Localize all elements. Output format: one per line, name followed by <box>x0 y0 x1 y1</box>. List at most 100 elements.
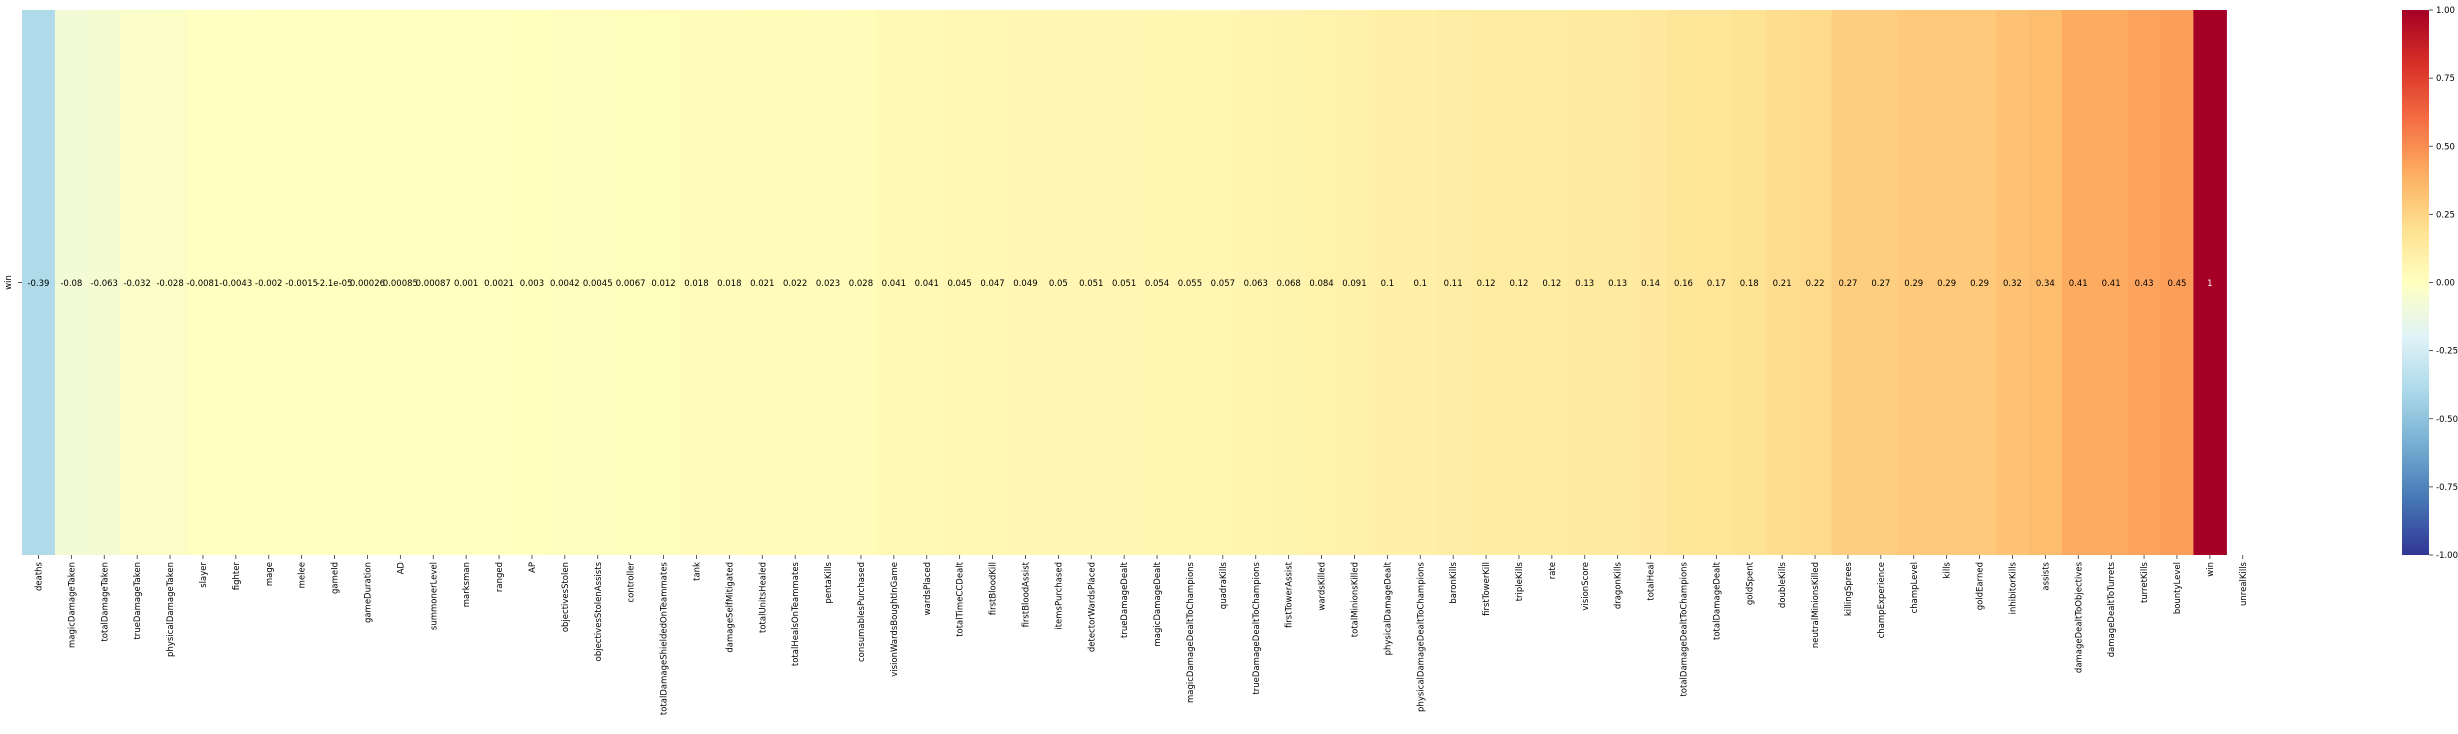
heatmap-cell-firstBloodKill <box>976 10 1010 555</box>
x-tick-label-unrealKills: unrealKills <box>2239 561 2249 606</box>
cell-value-label-champExperience: 0.27 <box>1871 279 1890 289</box>
cell-value-label-gameDuration: 0.00026 <box>350 279 385 289</box>
heatmap-cell-visionWardsBoughtInGame <box>877 10 911 555</box>
x-tick-label-objectivesStolenAssists: objectivesStolenAssists <box>594 561 604 661</box>
heatmap-cell-visionScore <box>1568 10 1602 555</box>
heatmap-cell-deaths <box>22 10 56 555</box>
cell-value-label-physicalDamageTaken: -0.028 <box>156 279 183 289</box>
x-tick-label-killingSprees: killingSprees <box>1844 561 1854 616</box>
x-tick-label-deaths: deaths <box>34 561 44 591</box>
heatmap-cell-trueDamageDealtToChampions <box>1239 10 1273 555</box>
cell-value-label-totalDamageTaken: -0.063 <box>91 279 118 289</box>
colorbar-tick-label: 0.75 <box>2436 74 2455 84</box>
x-tick-label-AD: AD <box>396 562 406 575</box>
cell-value-label-dragonKills: 0.13 <box>1608 279 1627 289</box>
x-tick-label-bountyLevel: bountyLevel <box>2173 562 2183 614</box>
x-tick-label-baronKills: baronKills <box>1449 561 1459 603</box>
x-tick-label-totalDamageTaken: totalDamageTaken <box>100 562 110 642</box>
cell-value-label-totalDamageShieldedOnTeammates: 0.012 <box>651 279 675 289</box>
cell-value-label-wardsKilled: 0.084 <box>1309 279 1333 289</box>
colorbar <box>2402 10 2429 555</box>
cell-value-label-totalMinionsKilled: 0.091 <box>1342 279 1366 289</box>
x-tick-label-goldEarned: goldEarned <box>1976 562 1986 610</box>
heatmap-cell-firstBloodAssist <box>1009 10 1043 555</box>
heatmap-cell-controller <box>614 10 648 555</box>
heatmap-cell-bountyLevel <box>2160 10 2194 555</box>
heatmap-cell-magicDamageDealt <box>1140 10 1175 555</box>
x-tick-label-quadraKills: quadraKills <box>1219 561 1229 609</box>
cell-value-label-firstBloodAssist: 0.049 <box>1013 279 1037 289</box>
heatmap-cell-win <box>2193 10 2227 555</box>
heatmap-cell-slayer <box>186 10 220 555</box>
x-tick-label-visionScore: visionScore <box>1581 562 1591 611</box>
x-tick-label-totalMinionsKilled: totalMinionsKilled <box>1350 562 1360 637</box>
x-tick-label-firstBloodAssist: firstBloodAssist <box>1021 561 1031 627</box>
cell-value-label-magicDamageDealtToChampions: 0.055 <box>1178 279 1202 289</box>
cell-value-label-tank: 0.018 <box>684 279 708 289</box>
cell-value-label-win: 1 <box>2207 279 2212 289</box>
x-tick-label-dragonKills: dragonKills <box>1614 561 1624 609</box>
heatmap-cell-tripleKills <box>1502 10 1536 555</box>
x-tick-label-totalUnitsHealed: totalUnitsHealed <box>758 562 768 633</box>
cell-value-label-visionWardsBoughtInGame: 0.041 <box>882 279 906 289</box>
cell-value-label-kills: 0.29 <box>1937 279 1956 289</box>
cell-value-label-AP: 0.003 <box>520 279 544 289</box>
cell-value-label-baronKills: 0.11 <box>1444 279 1463 289</box>
cell-value-label-totalUnitsHealed: 0.021 <box>750 279 774 289</box>
x-tick-label-totalHealsOnTeammates: totalHealsOnTeammates <box>791 561 801 666</box>
cell-value-label-controller: 0.0067 <box>616 279 646 289</box>
heatmap-cell-baronKills <box>1436 10 1471 555</box>
cell-value-label-rate: 0.12 <box>1542 279 1561 289</box>
heatmap-cell-physicalDamageDealtToChampions <box>1403 10 1438 555</box>
cell-value-label-damageDealtToObjectives: 0.41 <box>2069 279 2088 289</box>
heatmap-cell-totalDamageDealtToChampions <box>1667 10 1701 555</box>
cell-value-label-trueDamageDealt: 0.051 <box>1112 279 1136 289</box>
x-tick-label-ranged: ranged <box>495 562 505 592</box>
x-tick-label-gameId: gameId <box>331 562 341 594</box>
heatmap-cell-itemsPurchased <box>1041 10 1076 555</box>
colorbar-tick-label: -1.00 <box>2436 551 2458 561</box>
cell-value-label-deaths: -0.39 <box>27 279 49 289</box>
cell-value-label-trueDamageDealtToChampions: 0.063 <box>1244 279 1268 289</box>
heatmap-cell-champLevel <box>1897 10 1931 555</box>
x-tick-label-totalDamageDealt: totalDamageDealt <box>1712 561 1722 640</box>
cell-value-label-itemsPurchased: 0.05 <box>1049 279 1068 289</box>
x-tick-label-AP: AP <box>528 562 538 573</box>
x-tick-label-slayer: slayer <box>199 562 209 588</box>
x-tick-label-detectorWardsPlaced: detectorWardsPlaced <box>1087 562 1097 652</box>
cell-value-label-totalDamageDealt: 0.17 <box>1707 279 1726 289</box>
cell-value-label-trueDamageTaken: -0.032 <box>123 279 150 289</box>
heatmap-cell-champExperience <box>1864 10 1898 555</box>
cell-value-label-neutralMinionsKilled: 0.22 <box>1806 279 1825 289</box>
x-tick-label-fighter: fighter <box>232 562 242 591</box>
cell-value-label-totalDamageDealtToChampions: 0.16 <box>1674 279 1693 289</box>
cell-value-label-wardsPlaced: 0.041 <box>915 279 939 289</box>
heatmap-cell-damageDealtToObjectives <box>2061 10 2096 555</box>
heatmap-cell-tank <box>680 10 714 555</box>
heatmap-cell-pentaKills <box>811 10 846 555</box>
x-tick-label-physicalDamageDealtToChampions: physicalDamageDealtToChampions <box>1416 561 1426 711</box>
heatmap-cell-rate <box>1535 10 1569 555</box>
heatmap-cell-totalDamageShieldedOnTeammates <box>647 10 681 555</box>
x-tick-label-mage: mage <box>265 562 275 586</box>
heatmap-cell-physicalDamageTaken <box>153 10 188 555</box>
heatmap-cell-summonerLevel <box>416 10 451 555</box>
heatmap-cell-totalDamageDealt <box>1699 10 1734 555</box>
x-tick-label-assists: assists <box>2041 561 2051 590</box>
heatmap-cell-totalHealsOnTeammates <box>778 10 813 555</box>
x-tick-label-win: win <box>2206 562 2216 577</box>
x-tick-label-controller: controller <box>627 562 637 603</box>
x-tick-label-rate: rate <box>1548 562 1558 579</box>
cell-value-label-firstTowerAssist: 0.068 <box>1276 279 1300 289</box>
cell-value-label-magicDamageTaken: -0.08 <box>60 279 82 289</box>
cell-value-label-killingSprees: 0.27 <box>1838 279 1857 289</box>
cell-value-label-pentaKills: 0.023 <box>816 279 840 289</box>
heatmap-cell-dragonKills <box>1601 10 1635 555</box>
x-tick-label-wardsKilled: wardsKilled <box>1318 562 1328 611</box>
cell-value-label-firstBloodKill: 0.047 <box>980 279 1004 289</box>
heatmap-cell-firstTowerKill <box>1469 10 1504 555</box>
heatmap-cell-magicDamageDealtToChampions <box>1173 10 1207 555</box>
heatmap-cell-killingSprees <box>1831 10 1865 555</box>
x-tick-label-trueDamageDealtToChampions: trueDamageDealtToChampions <box>1252 561 1262 694</box>
